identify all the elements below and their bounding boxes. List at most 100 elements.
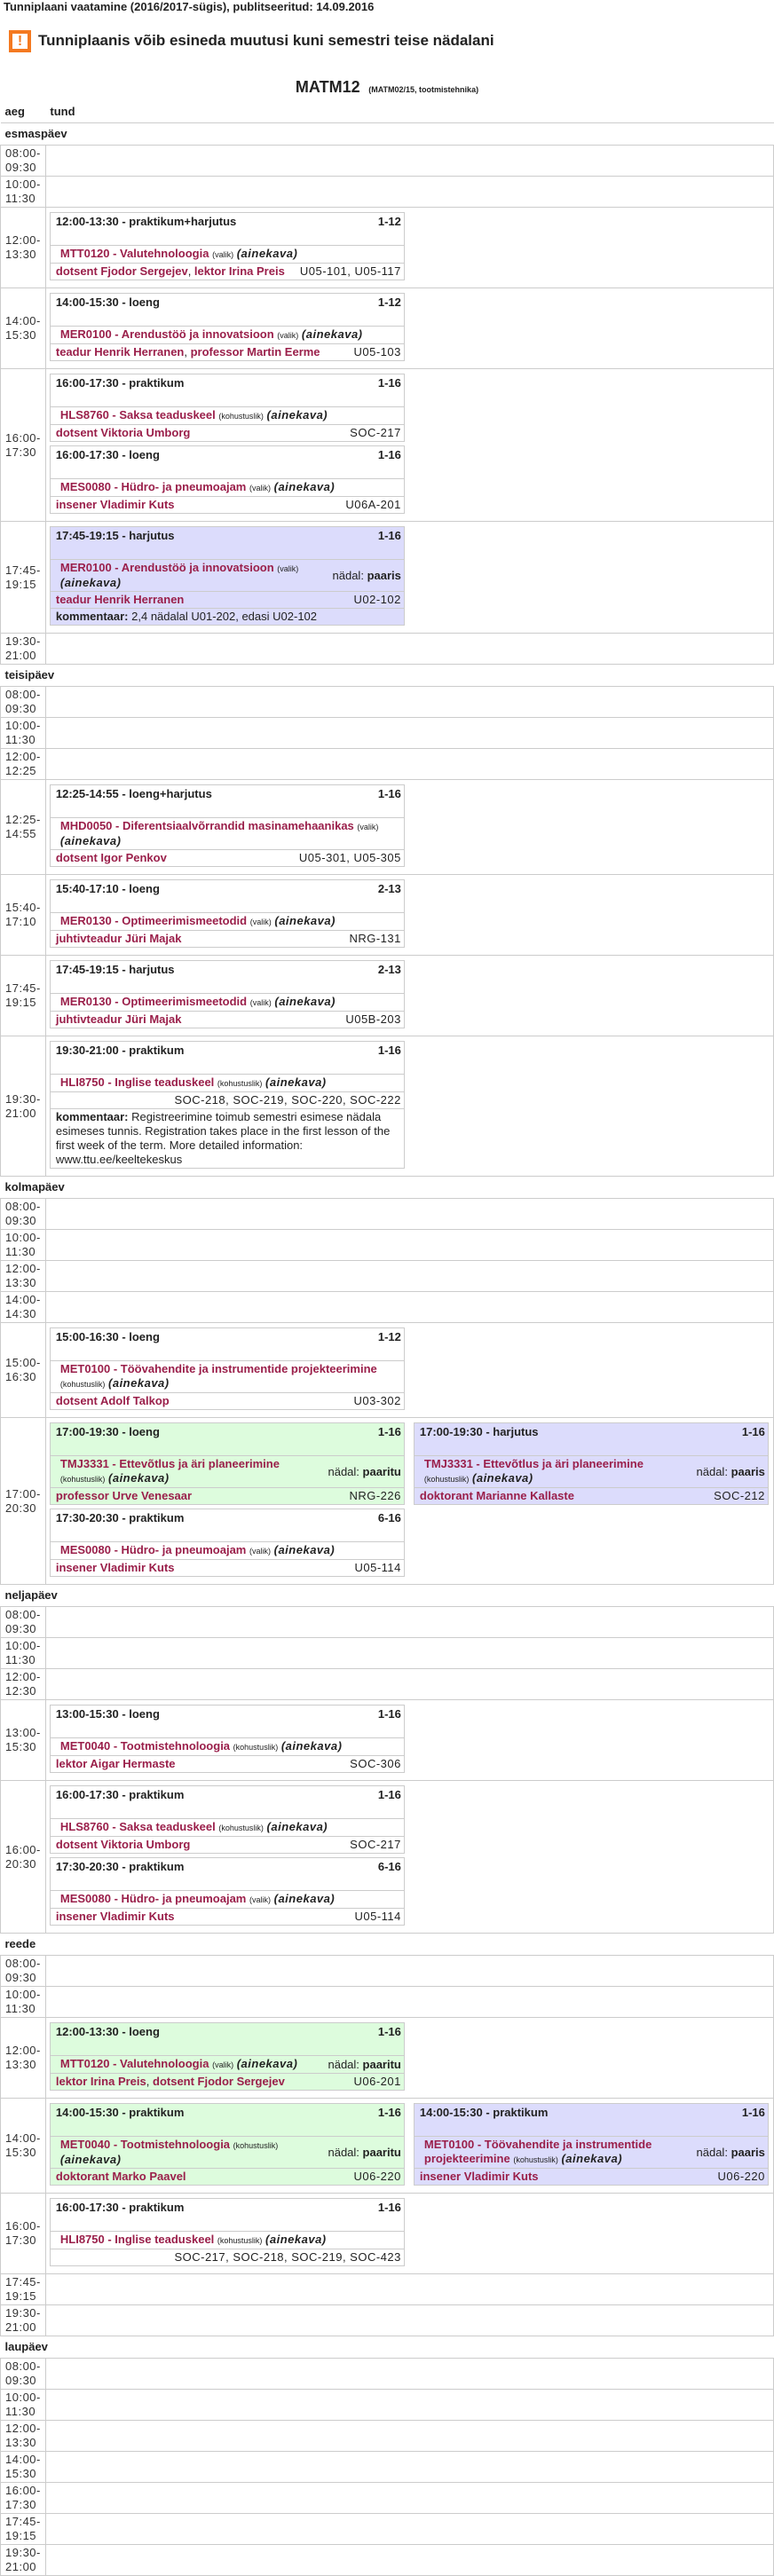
course-link[interactable]: MER0130 - Optimeerimismeetodid <box>59 995 248 1008</box>
course-status: (kohustuslik) <box>59 1475 106 1484</box>
syllabus-link[interactable]: (ainekava) <box>273 1892 336 1905</box>
syllabus-link[interactable]: (ainekava) <box>108 1376 170 1390</box>
syllabus-link[interactable]: (ainekava) <box>59 2153 122 2166</box>
teacher-link[interactable]: professor Martin Eerme <box>190 345 320 358</box>
warning-banner: ! Tunniplaanis võib esineda muutusi kuni… <box>9 28 774 53</box>
course-link[interactable]: MHD0050 - Diferentsiaalvõrrandid masinam… <box>59 819 354 832</box>
event-weeks: 1-12 <box>377 215 401 228</box>
syllabus-link[interactable]: (ainekava) <box>265 2233 327 2246</box>
teacher-link[interactable]: teadur Henrik Herranen <box>55 345 185 358</box>
slot-content <box>44 176 774 208</box>
slot-content <box>44 2451 774 2483</box>
course-link[interactable]: HLS8760 - Saksa teaduskeel <box>59 408 216 421</box>
teacher-link[interactable]: insener Vladimir Kuts <box>55 498 175 511</box>
teacher-link[interactable]: dotsent Adolf Talkop <box>55 1394 170 1407</box>
course-link[interactable]: MER0100 - Arendustöö ja innovatsioon <box>59 561 274 574</box>
syllabus-link[interactable]: (ainekava) <box>274 914 336 927</box>
course-link[interactable]: MES0080 - Hüdro- ja pneumoajam <box>59 1892 247 1905</box>
syllabus-link[interactable]: (ainekava) <box>236 247 298 260</box>
syllabus-link[interactable]: (ainekava) <box>266 408 328 421</box>
event-teacher-row: dotsent Fjodor Sergejev, lektor Irina Pr… <box>51 264 404 280</box>
event-time-type: 15:40-17:10 - loeng <box>55 882 160 895</box>
slot-start: 19:30- <box>5 2546 41 2559</box>
course-info: MER0100 - Arendustöö ja innovatsioon (va… <box>60 561 328 590</box>
teacher-link[interactable]: juhtivteadur Jüri Majak <box>55 1012 182 1026</box>
syllabus-link[interactable]: (ainekava) <box>236 2057 298 2070</box>
teacher-link[interactable]: dotsent Viktoria Umborg <box>55 426 191 439</box>
slot-content: 17:00-19:30 - loeng 1-16 TMJ3331 - Ettevõt… <box>44 1417 774 1585</box>
slot-end: 16:30 <box>5 1370 37 1383</box>
teacher-link[interactable]: professor Urve Venesaar <box>55 1489 193 1502</box>
event-header: 14:00-15:30 - praktikum 1-16 <box>50 2104 404 2137</box>
teacher-link[interactable]: doktorant Marko Paavel <box>55 2170 186 2183</box>
course-link[interactable]: TMJ3331 - Ettevõtlus ja äri planeerimine <box>423 1457 644 1470</box>
course-link[interactable]: MES0080 - Hüdro- ja pneumoajam <box>59 480 247 493</box>
syllabus-link[interactable]: (ainekava) <box>265 1075 327 1089</box>
course-link[interactable]: MTT0120 - Valutehnoloogia <box>59 247 209 260</box>
event-card: 14:00-15:30 - loeng 1-12 MER0100 - Arendus… <box>49 293 405 361</box>
course-link[interactable]: MET0040 - Tootmistehnoloogia <box>59 1739 231 1753</box>
event-columns: 16:00-17:30 - praktikum 1-16 HLS8760 - Sak… <box>49 373 773 517</box>
syllabus-link[interactable]: (ainekava) <box>280 1739 343 1753</box>
course-link[interactable]: MES0080 - Hüdro- ja pneumoajam <box>59 1543 247 1556</box>
teachers: professor Urve Venesaar <box>56 1489 192 1503</box>
teacher-link[interactable]: dotsent Viktoria Umborg <box>55 1838 191 1851</box>
time-slot-row: 19:30- 21:00 <box>0 2544 774 2576</box>
teacher-link[interactable]: insener Vladimir Kuts <box>55 1561 175 1574</box>
course-status: (kohustuslik) <box>423 1475 470 1484</box>
event-course-row: MET0100 - Töövahendite ja instrumentide … <box>50 1361 404 1393</box>
course-link[interactable]: HLS8760 - Saksa teaduskeel <box>59 1820 216 1833</box>
event-card: 13:00-15:30 - loeng 1-16 MET0040 - Tootmis… <box>49 1705 405 1773</box>
course-link[interactable]: HLI8750 - Inglise teaduskeel <box>59 2233 215 2246</box>
course-link[interactable]: TMJ3331 - Ettevõtlus ja äri planeerimine <box>59 1457 280 1470</box>
teachers: dotsent Viktoria Umborg <box>56 1838 190 1852</box>
comment-text: Registreerimine toimub semestri esimese … <box>55 1110 391 1166</box>
course-link[interactable]: HLI8750 - Inglise teaduskeel <box>59 1075 215 1089</box>
course-status: (kohustuslik) <box>233 1743 279 1752</box>
syllabus-link[interactable]: (ainekava) <box>273 1543 336 1556</box>
event-time-type: 12:00-13:30 - loeng <box>55 2025 160 2038</box>
syllabus-link[interactable]: (ainekava) <box>266 1820 328 1833</box>
teacher-link[interactable]: insener Vladimir Kuts <box>419 2170 539 2183</box>
syllabus-link[interactable]: (ainekava) <box>561 2152 623 2165</box>
syllabus-link[interactable]: (ainekava) <box>273 480 336 493</box>
course-link[interactable]: MET0040 - Tootmistehnoloogia <box>59 2138 231 2151</box>
teacher-link[interactable]: dotsent Fjodor Sergejev <box>153 2075 285 2088</box>
group-title: MATM12 (MATM02/15, tootmistehnika) <box>0 79 774 101</box>
room: U06-220 <box>717 2170 765 2183</box>
teachers: insener Vladimir Kuts <box>420 2170 539 2184</box>
syllabus-link[interactable]: (ainekava) <box>108 1471 170 1485</box>
teacher-link[interactable]: dotsent Igor Penkov <box>55 851 167 864</box>
event-column: 14:00-15:30 - praktikum 1-16 MET0040 - Too… <box>49 2102 405 2189</box>
event-columns: 14:00-15:30 - praktikum 1-16 MET0040 - Too… <box>49 2102 773 2189</box>
event-teacher-row: dotsent Adolf Talkop U03-302 <box>51 1393 404 1409</box>
syllabus-link[interactable]: (ainekava) <box>472 1471 533 1485</box>
time-slot-row: 08:00- 09:30 <box>0 686 774 718</box>
teacher-link[interactable]: juhtivteadur Jüri Majak <box>55 932 182 945</box>
course-link[interactable]: MER0100 - Arendustöö ja innovatsioon <box>59 327 274 341</box>
syllabus-link[interactable]: (ainekava) <box>59 834 122 847</box>
course-link[interactable]: MTT0120 - Valutehnoloogia <box>59 2057 209 2070</box>
teacher-link[interactable]: lektor Irina Preis <box>194 264 285 278</box>
teacher-link[interactable]: teadur Henrik Herranen <box>55 593 185 606</box>
column-header-lesson: tund <box>45 101 774 123</box>
slot-start: 19:30- <box>5 1091 41 1106</box>
course-link[interactable]: MER0130 - Optimeerimismeetodid <box>59 914 248 927</box>
slot-end: 11:30 <box>5 2002 36 2015</box>
event-column: 17:00-19:30 - loeng 1-16 TMJ3331 - Ettevõt… <box>49 1422 405 1580</box>
event-weeks: 1-16 <box>377 787 401 800</box>
teacher-link[interactable]: lektor Aigar Hermaste <box>55 1757 176 1770</box>
syllabus-link[interactable]: (ainekava) <box>59 576 122 589</box>
slot-start: 10:00- <box>5 177 41 191</box>
teacher-link[interactable]: insener Vladimir Kuts <box>55 1910 175 1923</box>
teacher-link[interactable]: doktorant Marianne Kallaste <box>419 1489 574 1502</box>
syllabus-link[interactable]: (ainekava) <box>301 327 363 341</box>
syllabus-link[interactable]: (ainekava) <box>274 995 336 1008</box>
course-link[interactable]: MET0100 - Töövahendite ja instrumentide … <box>59 1362 377 1375</box>
course-status: (valik) <box>277 331 299 340</box>
teacher-link[interactable]: lektor Irina Preis <box>55 2075 146 2088</box>
course-link[interactable]: MET0100 - Töövahendite ja instrumentide … <box>423 2138 652 2165</box>
slot-content <box>44 2513 774 2545</box>
slot-end: 21:00 <box>5 2320 37 2334</box>
teacher-link[interactable]: dotsent Fjodor Sergejev <box>55 264 188 278</box>
